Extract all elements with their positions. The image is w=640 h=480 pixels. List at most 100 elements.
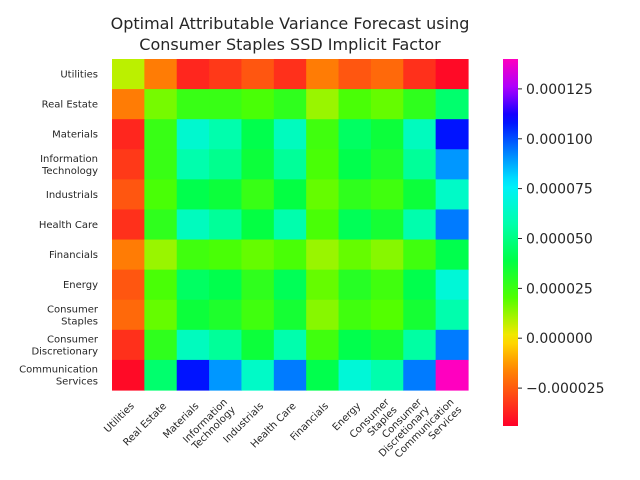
heatmap-cell (435, 89, 469, 120)
heatmap-cell (370, 299, 404, 331)
heatmap-cell (209, 209, 243, 241)
heatmap-cell (306, 119, 340, 150)
heatmap-cell (306, 59, 340, 90)
chart-title-line-1: Optimal Attributable Variance Forecast u… (111, 14, 470, 33)
heatmap-cell (435, 299, 469, 331)
heatmap-cell (112, 209, 145, 241)
heatmap-cell (176, 329, 210, 361)
heatmap-cell (144, 329, 178, 361)
heatmap-cell (370, 89, 404, 120)
colorbar-gradient (503, 59, 518, 426)
heatmap-cell (306, 269, 340, 301)
row-tick-label: Industrials (46, 190, 98, 201)
heatmap-cell (370, 329, 404, 361)
heatmap-cell (112, 149, 145, 180)
heatmap-cell (273, 59, 307, 90)
heatmap-cell (144, 359, 178, 391)
heatmap-cell (273, 149, 307, 180)
heatmap-cell (370, 59, 404, 90)
row-tick-label: Consumer Discretionary (31, 334, 98, 357)
row-tick-labels: Utilities Real Estate Materials Information… (19, 70, 99, 388)
heatmap-cell (112, 119, 145, 150)
heatmap-cell (306, 359, 340, 391)
heatmap-cell (241, 119, 275, 150)
heatmap-cell (144, 89, 178, 120)
heatmap-cell (370, 269, 404, 301)
heatmap-cell (403, 119, 437, 150)
heatmap-cell (209, 119, 243, 150)
heatmap-cell (176, 89, 210, 120)
heatmap-cell (241, 359, 275, 391)
row-tick-label: Health Care (39, 220, 98, 231)
heatmap-cell (241, 329, 275, 361)
row-tick-label: Energy (63, 280, 98, 291)
heatmap-cell (112, 179, 145, 211)
heatmap-cell (370, 149, 404, 180)
heatmap-cell (306, 149, 340, 180)
heatmap-cell (209, 149, 243, 180)
heatmap-cell (435, 269, 469, 301)
heatmap-cell (338, 359, 372, 391)
heatmap-cell (403, 239, 437, 271)
heatmap-cell (176, 209, 210, 241)
heatmap-cell (338, 89, 372, 120)
row-tick-label: Consumer Staples (47, 304, 99, 327)
colorbar-tick-label: 0.000025 (526, 281, 593, 297)
heatmap-cell (403, 209, 437, 241)
heatmap-cell (112, 269, 145, 301)
colorbar: −0.000025 0.000000 0.000025 0.000050 0.00007… (503, 59, 605, 426)
row-tick-label: Communication Services (19, 365, 98, 388)
heatmap-cell (338, 209, 372, 241)
heatmap-cell (273, 179, 307, 211)
row-tick-label: Real Estate (42, 100, 98, 111)
heatmap-cell (112, 239, 145, 271)
heatmap-cell (209, 59, 243, 90)
heatmap-cell (112, 329, 145, 361)
heatmap-cell (144, 239, 178, 271)
heatmap-cell (403, 299, 437, 331)
heatmap-cell (176, 359, 210, 391)
heatmap-cell (241, 59, 275, 90)
colorbar-tick-label: 0.000100 (526, 132, 593, 148)
heatmap-cell (241, 269, 275, 301)
heatmap-cell (241, 149, 275, 180)
heatmap-cell (209, 329, 243, 361)
heatmap-cell (338, 299, 372, 331)
heatmap-cells (112, 59, 469, 391)
heatmap-cell (144, 149, 178, 180)
heatmap-cell (435, 209, 469, 241)
colorbar-tick-label: −0.000025 (526, 381, 605, 397)
heatmap-cell (112, 59, 145, 90)
heatmap-cell (306, 89, 340, 120)
heatmap-cell (144, 299, 178, 331)
heatmap-cell (273, 299, 307, 331)
heatmap-cell (241, 179, 275, 211)
row-tick-label: Financials (49, 250, 98, 261)
heatmap-cell (176, 299, 210, 331)
chart-title-line-2: Consumer Staples SSD Implicit Factor (139, 35, 441, 54)
heatmap-cell (176, 59, 210, 90)
heatmap-cell (306, 209, 340, 241)
colorbar-tick-label: 0.000000 (526, 331, 593, 347)
heatmap-cell (338, 329, 372, 361)
heatmap-cell (338, 239, 372, 271)
colorbar-tick-label: 0.000125 (526, 82, 593, 98)
heatmap-cell (338, 59, 372, 90)
heatmap-cell (273, 359, 307, 391)
heatmap-cell (370, 239, 404, 271)
heatmap-cell (176, 239, 210, 271)
heatmap-cell (435, 119, 469, 150)
heatmap-cell (306, 239, 340, 271)
heatmap-cell (144, 119, 178, 150)
heatmap-cell (176, 269, 210, 301)
heatmap-cell (209, 299, 243, 331)
heatmap-cell (403, 59, 437, 90)
heatmap-cell (176, 179, 210, 211)
heatmap-cell (435, 149, 469, 180)
heatmap-cell (435, 359, 469, 391)
heatmap-cell (144, 179, 178, 211)
heatmap-cell (273, 209, 307, 241)
heatmap-cell (241, 239, 275, 271)
